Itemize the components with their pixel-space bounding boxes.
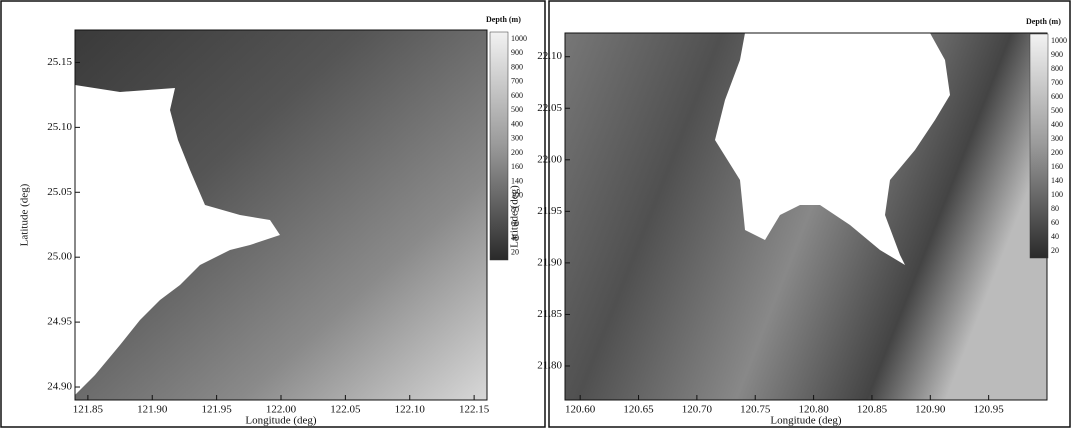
x-tick-label: 122.00: [266, 404, 297, 416]
colorbar-label: 160: [1051, 162, 1063, 171]
colorbar-label: 600: [1051, 92, 1063, 101]
colorbar-label: 20: [1051, 246, 1059, 255]
y-axis-title: Latitude (deg): [19, 183, 31, 246]
x-tick-label: 120.85: [857, 404, 888, 416]
colorbar: [489, 31, 509, 261]
x-tick-label: 121.85: [73, 404, 104, 416]
colorbar-label: 400: [1051, 120, 1063, 129]
land: [715, 33, 950, 265]
colorbar-label: 700: [511, 77, 523, 86]
colorbar-label: 800: [511, 62, 523, 71]
y-tick-label: 22.05: [537, 102, 562, 114]
colorbar-label: 140: [1051, 176, 1063, 185]
colorbar-label: 1000: [1051, 36, 1067, 45]
colorbar-label: 600: [511, 91, 523, 100]
colorbar: [1029, 33, 1049, 259]
x-tick-label: 120.90: [915, 404, 946, 416]
y-tick-label: 25.05: [47, 186, 72, 198]
y-tick-label: 22.00: [537, 153, 562, 165]
x-tick-label: 120.95: [974, 404, 1005, 416]
panel-frame: [548, 0, 1071, 428]
colorbar-label: 400: [511, 119, 523, 128]
x-tick-label: 121.90: [137, 404, 168, 416]
colorbar-label: 300: [1051, 134, 1063, 143]
colorbar-label: 80: [511, 205, 519, 214]
y-tick-label: 21.85: [537, 308, 562, 320]
x-tick-label: 122.05: [330, 404, 361, 416]
colorbar-label: 20: [511, 248, 519, 257]
colorbar-label: 40: [511, 233, 519, 242]
colorbar-label: 900: [511, 48, 523, 57]
x-tick-label: 120.75: [740, 404, 771, 416]
y-tick-label: 24.95: [47, 316, 72, 328]
colorbar-label: 200: [511, 148, 523, 157]
colorbar-label: 1000: [511, 34, 527, 43]
y-tick-label: 21.95: [537, 205, 562, 217]
colorbar-label: 160: [511, 162, 523, 171]
x-tick-label: 121.95: [202, 404, 233, 416]
colorbar-label: 300: [511, 134, 523, 143]
colorbar-label: 500: [511, 105, 523, 114]
x-tick-label: 120.60: [565, 404, 596, 416]
colorbar-label: 80: [1051, 204, 1059, 213]
colorbar-label: 700: [1051, 78, 1063, 87]
land: [75, 85, 280, 395]
y-tick-label: 24.90: [47, 381, 72, 393]
x-tick-label: 120.70: [682, 404, 713, 416]
y-axis-title: Latitude (deg): [509, 185, 521, 248]
x-axis-title: Longitude (deg): [245, 415, 317, 427]
x-tick-label: 120.65: [623, 404, 654, 416]
y-tick-label: 25.10: [47, 121, 72, 133]
y-tick-label: 21.90: [537, 256, 562, 268]
colorbar-title: Depth (m): [1026, 17, 1061, 26]
colorbar-label: 500: [1051, 106, 1063, 115]
colorbar-label: 200: [1051, 148, 1063, 157]
x-tick-label: 122.10: [395, 404, 426, 416]
colorbar-label: 900: [1051, 50, 1063, 59]
colorbar-label: 140: [511, 176, 523, 185]
colorbar-label: 60: [1051, 218, 1059, 227]
x-tick-label: 122.15: [459, 404, 490, 416]
colorbar-label: 100: [1051, 190, 1063, 199]
colorbar-label: 40: [1051, 232, 1059, 241]
colorbar-title: Depth (m): [486, 15, 521, 24]
x-axis-title: Longitude (deg): [770, 415, 842, 427]
y-tick-label: 22.10: [537, 50, 562, 62]
colorbar-label: 60: [511, 219, 519, 228]
panel-frame: [0, 0, 546, 428]
colorbar-label: 800: [1051, 64, 1063, 73]
colorbar-label: 100: [511, 191, 523, 200]
y-tick-label: 25.00: [47, 251, 72, 263]
x-tick-label: 120.80: [798, 404, 829, 416]
y-tick-label: 25.15: [47, 56, 72, 68]
y-tick-label: 21.80: [537, 360, 562, 372]
